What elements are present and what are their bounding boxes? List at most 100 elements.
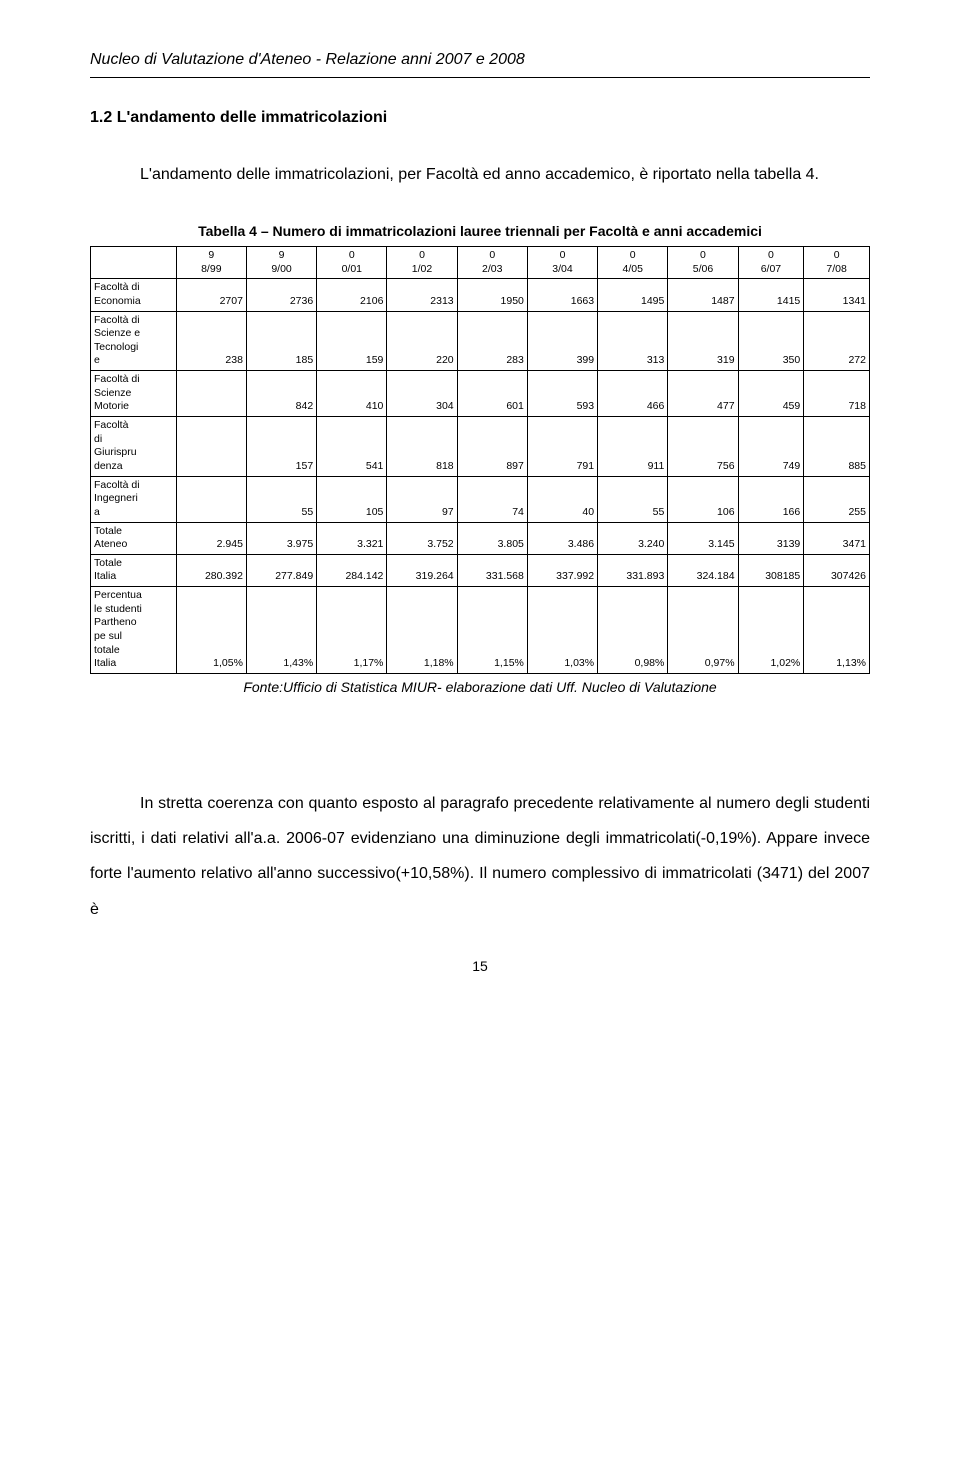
- table-cell: 307426: [804, 554, 870, 586]
- row-label: Percentuale studentiParthenope sultotale…: [91, 587, 177, 674]
- table-cell: 3.240: [598, 522, 668, 554]
- table-cell: 74: [457, 476, 527, 522]
- table-cell: 2313: [387, 279, 457, 311]
- table-cell: 220: [387, 311, 457, 371]
- header-rule: [90, 77, 870, 78]
- table-cell: 718: [804, 371, 870, 417]
- table-cell: 3471: [804, 522, 870, 554]
- table-cell: 459: [738, 371, 804, 417]
- page: Nucleo di Valutazione d'Ateneo - Relazio…: [0, 0, 960, 1476]
- table-cell: 601: [457, 371, 527, 417]
- table-cell: 277.849: [246, 554, 316, 586]
- year-header: 99/00: [246, 246, 316, 278]
- table-source: Fonte:Ufficio di Statistica MIUR- elabor…: [90, 678, 870, 696]
- table-cell: 2106: [317, 279, 387, 311]
- table-cell: 756: [668, 417, 738, 477]
- table-cell: 885: [804, 417, 870, 477]
- row-label: Facoltà diEconomia: [91, 279, 177, 311]
- table-cell: 466: [598, 371, 668, 417]
- year-header: 98/99: [176, 246, 246, 278]
- row-label: TotaleAteneo: [91, 522, 177, 554]
- table-caption: Tabella 4 – Numero di immatricolazioni l…: [90, 222, 870, 246]
- table-cell: 337.992: [527, 554, 597, 586]
- table-cell: 272: [804, 311, 870, 371]
- table-cell: 2707: [176, 279, 246, 311]
- table-cell: 3.752: [387, 522, 457, 554]
- year-header: 05/06: [668, 246, 738, 278]
- table-cell: 157: [246, 417, 316, 477]
- table-cell: 593: [527, 371, 597, 417]
- year-header: 02/03: [457, 246, 527, 278]
- table-cell: [176, 371, 246, 417]
- table-cell: 238: [176, 311, 246, 371]
- table-cell: 319.264: [387, 554, 457, 586]
- immatricolazioni-table: Tabella 4 – Numero di immatricolazioni l…: [90, 222, 870, 674]
- page-number: 15: [90, 957, 870, 975]
- row-label: FacoltàdiGiurisprudenza: [91, 417, 177, 477]
- table-cell: 283: [457, 311, 527, 371]
- table-cell: 106: [668, 476, 738, 522]
- table-cell: 313: [598, 311, 668, 371]
- table-cell: 185: [246, 311, 316, 371]
- row-label: TotaleItalia: [91, 554, 177, 586]
- table-cell: 541: [317, 417, 387, 477]
- table-cell: 842: [246, 371, 316, 417]
- year-header: 00/01: [317, 246, 387, 278]
- table-cell: 0,98%: [598, 587, 668, 674]
- year-header: 06/07: [738, 246, 804, 278]
- table-cell: 1495: [598, 279, 668, 311]
- table-cell: 1,13%: [804, 587, 870, 674]
- table-cell: 1341: [804, 279, 870, 311]
- table-cell: 3.805: [457, 522, 527, 554]
- table-cell: 1,05%: [176, 587, 246, 674]
- table-cell: 3139: [738, 522, 804, 554]
- table-cell: 3.321: [317, 522, 387, 554]
- table-cell: 331.893: [598, 554, 668, 586]
- table-cell: 55: [598, 476, 668, 522]
- table-cell: 1,03%: [527, 587, 597, 674]
- table-cell: 1950: [457, 279, 527, 311]
- table-cell: 410: [317, 371, 387, 417]
- table-cell: 3.975: [246, 522, 316, 554]
- table-cell: 749: [738, 417, 804, 477]
- table-cell: 304: [387, 371, 457, 417]
- page-header: Nucleo di Valutazione d'Ateneo - Relazio…: [90, 50, 870, 71]
- year-header: 07/08: [804, 246, 870, 278]
- table-cell: 105: [317, 476, 387, 522]
- table-cell: 1,18%: [387, 587, 457, 674]
- table-cell: 0,97%: [668, 587, 738, 674]
- table-cell: 911: [598, 417, 668, 477]
- table-cell: 40: [527, 476, 597, 522]
- row-label: Facoltà diScienze eTecnologie: [91, 311, 177, 371]
- table-cell: 818: [387, 417, 457, 477]
- table-cell: 308185: [738, 554, 804, 586]
- year-header: 01/02: [387, 246, 457, 278]
- table-cell: 1415: [738, 279, 804, 311]
- table-cell: 2.945: [176, 522, 246, 554]
- table-cell: 280.392: [176, 554, 246, 586]
- table-cell: 319: [668, 311, 738, 371]
- body-paragraph: In stretta coerenza con quanto esposto a…: [90, 786, 870, 927]
- year-header: 03/04: [527, 246, 597, 278]
- row-label: Facoltà diIngegneria: [91, 476, 177, 522]
- table-cell: 324.184: [668, 554, 738, 586]
- table-cell: 331.568: [457, 554, 527, 586]
- table-cell: 255: [804, 476, 870, 522]
- table-cell: 897: [457, 417, 527, 477]
- table-cell: 284.142: [317, 554, 387, 586]
- table-cell: [176, 417, 246, 477]
- table-cell: 3.145: [668, 522, 738, 554]
- table-cell: 3.486: [527, 522, 597, 554]
- table-cell: 2736: [246, 279, 316, 311]
- table-cell: 399: [527, 311, 597, 371]
- table-cell: [176, 476, 246, 522]
- year-header: 04/05: [598, 246, 668, 278]
- table-cell: 55: [246, 476, 316, 522]
- section-title: 1.2 L'andamento delle immatricolazioni: [90, 108, 870, 129]
- table-corner: [91, 246, 177, 278]
- table-cell: 1663: [527, 279, 597, 311]
- table-cell: 1,02%: [738, 587, 804, 674]
- table-cell: 1,15%: [457, 587, 527, 674]
- table-cell: 1,17%: [317, 587, 387, 674]
- table-cell: 477: [668, 371, 738, 417]
